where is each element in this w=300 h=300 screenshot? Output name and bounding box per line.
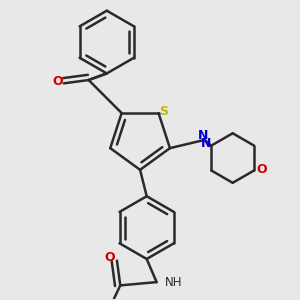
Text: NH: NH <box>165 276 182 289</box>
Text: N: N <box>197 129 208 142</box>
Text: S: S <box>159 105 168 118</box>
Text: N: N <box>201 136 211 149</box>
Text: O: O <box>52 75 63 88</box>
Text: O: O <box>104 251 115 264</box>
Text: O: O <box>256 163 267 176</box>
